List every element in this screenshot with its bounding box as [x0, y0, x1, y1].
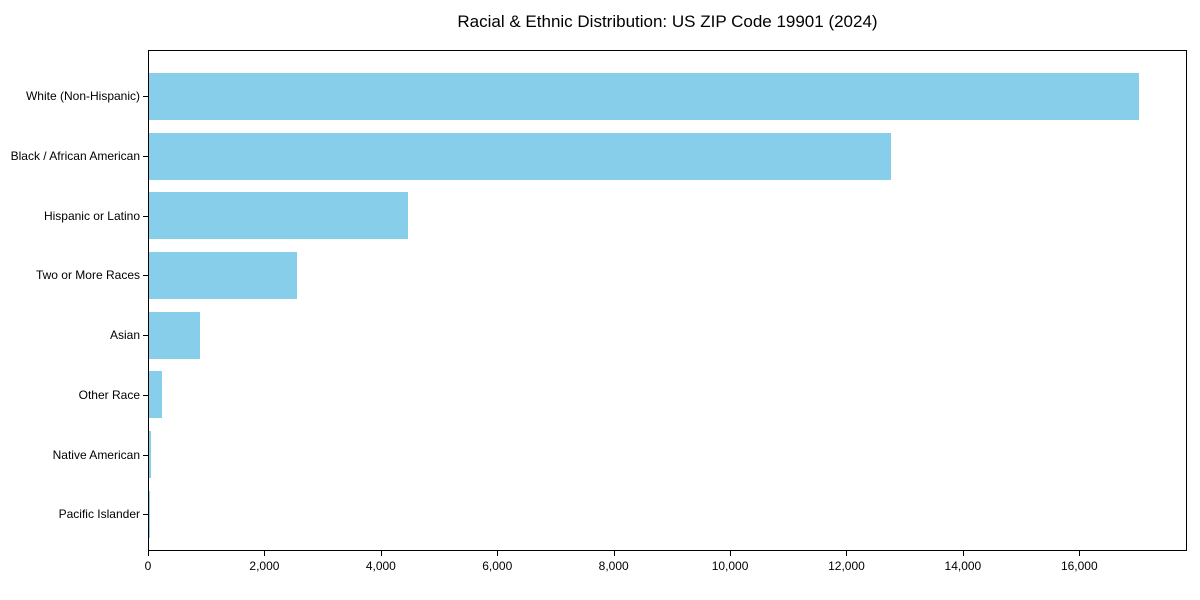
- y-tick-mark: [143, 96, 148, 98]
- x-tick-mark: [1079, 551, 1081, 556]
- x-tick-mark: [730, 551, 732, 556]
- y-tick-mark: [143, 215, 148, 217]
- bar-native-american: [149, 431, 151, 478]
- y-tick-mark: [143, 335, 148, 337]
- y-tick-mark: [143, 394, 148, 396]
- plot-area: [148, 50, 1187, 551]
- y-tick-mark: [143, 275, 148, 277]
- y-tick-label: Two or More Races: [35, 268, 140, 283]
- x-tick-label: 0: [144, 559, 152, 573]
- x-tick-mark: [497, 551, 499, 556]
- y-tick-label: White (Non-Hispanic): [25, 89, 140, 104]
- x-tick-label: 4,000: [365, 559, 396, 573]
- y-tick-label: Native American: [52, 447, 140, 462]
- bar-other-race: [149, 371, 163, 419]
- y-tick-label: Black / African American: [10, 149, 140, 163]
- x-tick-mark: [264, 551, 266, 556]
- y-tick-mark: [143, 156, 148, 157]
- x-tick-label: 16,000: [1060, 559, 1098, 573]
- chart-title: Racial & Ethnic Distribution: US ZIP Cod…: [457, 12, 878, 31]
- x-tick-mark: [613, 551, 615, 556]
- x-tick-mark: [962, 551, 964, 556]
- y-tick-label: Asian: [109, 328, 140, 343]
- x-tick-label: 12,000: [828, 559, 865, 573]
- x-tick-label: 2,000: [249, 559, 280, 573]
- x-tick-mark: [148, 551, 149, 556]
- x-tick-label: 14,000: [944, 559, 982, 573]
- y-tick-mark: [143, 514, 148, 516]
- bar-asian: [149, 311, 200, 359]
- x-tick-label: 10,000: [711, 559, 749, 573]
- bar-black-african-american: [149, 132, 891, 180]
- y-tick-label: Hispanic or Latino: [43, 208, 140, 223]
- y-tick-mark: [143, 454, 148, 456]
- x-tick-label: 8,000: [598, 559, 629, 573]
- y-tick-label: Pacific Islander: [58, 507, 140, 522]
- bar-white-non-hispanic: [149, 72, 1139, 120]
- y-tick-label: Other Race: [78, 387, 140, 402]
- x-tick-label: 6,000: [482, 559, 513, 573]
- bar-pacific-islander: [149, 490, 150, 538]
- x-tick-mark: [846, 551, 848, 556]
- bar-two-or-more-races: [149, 251, 297, 299]
- x-tick-mark: [380, 551, 382, 556]
- bar-hispanic-or-latino: [149, 192, 409, 240]
